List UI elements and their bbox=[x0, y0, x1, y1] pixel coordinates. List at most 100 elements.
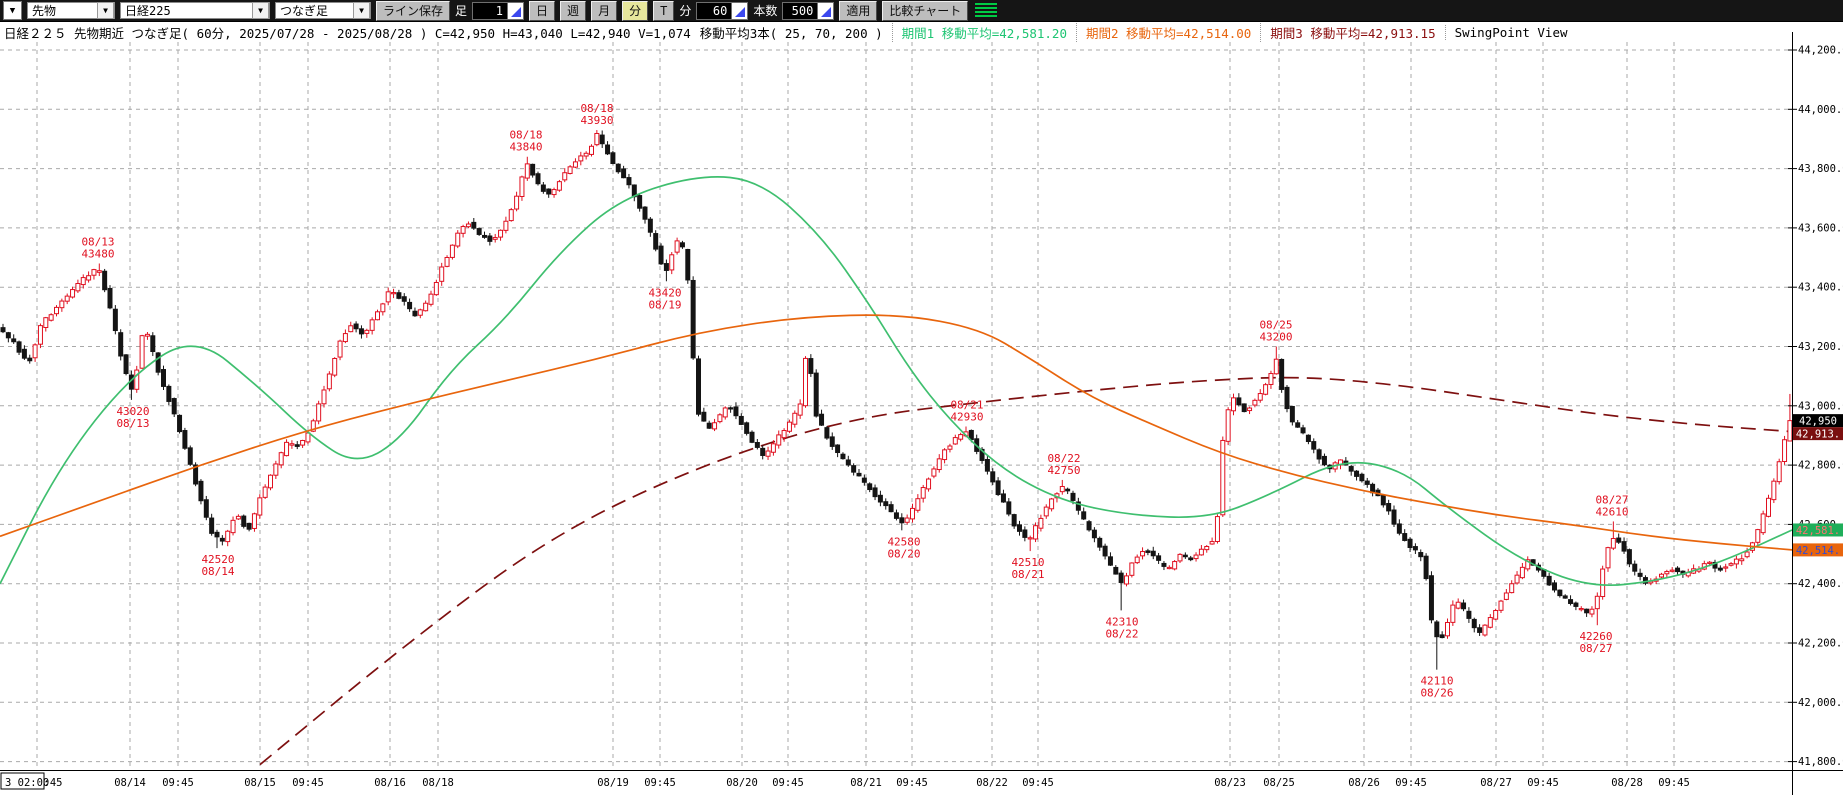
bar-count-spinner-value[interactable]: 500 bbox=[782, 1, 819, 20]
candle bbox=[326, 373, 332, 390]
candle bbox=[1717, 567, 1723, 571]
spinner-triangle-icon[interactable] bbox=[732, 1, 749, 20]
swing-point-label: 43200 bbox=[1259, 331, 1292, 344]
candle bbox=[177, 414, 183, 433]
x-axis-tick-label: 08/15 bbox=[244, 777, 276, 789]
candle bbox=[11, 338, 17, 343]
candle bbox=[284, 441, 290, 457]
chevron-down-icon[interactable]: ▼ bbox=[97, 2, 114, 19]
tick-button[interactable]: T bbox=[653, 0, 675, 21]
candle bbox=[439, 266, 445, 282]
bar-unit-spinner[interactable]: 1 bbox=[472, 1, 525, 20]
weekly-button[interactable]: 週 bbox=[560, 0, 587, 21]
spinner-triangle-icon[interactable] bbox=[508, 1, 525, 20]
candle bbox=[1065, 488, 1071, 492]
candle bbox=[198, 480, 204, 502]
candle bbox=[952, 437, 958, 445]
candle bbox=[1027, 537, 1033, 540]
candle bbox=[150, 335, 156, 353]
x-axis-tick-label: 09:45 bbox=[1658, 777, 1690, 789]
y-axis-labels: 44,200.00 44,000.00 43,800.00 43,600.00 43,4… bbox=[1798, 45, 1843, 769]
candle bbox=[230, 519, 236, 534]
candle bbox=[1038, 517, 1044, 529]
bar-unit-spinner-value[interactable]: 1 bbox=[472, 1, 509, 20]
compare-chart-button[interactable]: 比較チャート bbox=[882, 0, 969, 21]
candle bbox=[1626, 549, 1632, 565]
bar-count-spinner[interactable]: 500 bbox=[782, 1, 835, 20]
swing-annotations: 08/13434804302008/134252008/1408/1843840… bbox=[81, 102, 1628, 700]
candle bbox=[1204, 545, 1210, 551]
monthly-button[interactable]: 月 bbox=[591, 0, 618, 21]
depth-list-icon[interactable] bbox=[975, 2, 998, 19]
candle bbox=[401, 296, 407, 302]
candle bbox=[1589, 608, 1595, 615]
candle bbox=[1739, 558, 1745, 562]
candle bbox=[144, 333, 150, 337]
candle bbox=[396, 292, 402, 299]
chart-type-select[interactable]: つなぎ足 ▼ bbox=[275, 2, 371, 19]
candle bbox=[674, 240, 680, 253]
candle bbox=[1669, 569, 1675, 572]
x-axis-tick-label: 08/20 bbox=[726, 777, 758, 789]
candle bbox=[760, 447, 766, 456]
candle bbox=[1124, 575, 1129, 585]
candle bbox=[503, 220, 509, 231]
candle bbox=[1247, 407, 1253, 412]
candle bbox=[385, 291, 391, 303]
chevron-down-icon[interactable]: ▼ bbox=[252, 2, 269, 19]
candle bbox=[786, 421, 792, 432]
candle bbox=[1177, 553, 1183, 562]
market-select[interactable]: 先物 ▼ bbox=[27, 2, 115, 19]
candle bbox=[840, 453, 846, 460]
candle bbox=[524, 163, 530, 179]
candle bbox=[1059, 486, 1065, 493]
price-badge: 42,950 bbox=[1799, 416, 1837, 428]
candle bbox=[1428, 575, 1434, 621]
candle bbox=[235, 515, 241, 520]
daily-button[interactable]: 日 bbox=[529, 0, 556, 21]
candle bbox=[1156, 555, 1162, 561]
spinner-triangle-icon[interactable] bbox=[818, 1, 835, 20]
candle bbox=[369, 319, 375, 331]
minute-button[interactable]: 分 bbox=[622, 0, 649, 21]
candle bbox=[219, 537, 225, 542]
swing-point-label: 43020 bbox=[116, 405, 149, 418]
line-save-button[interactable]: ライン保存 bbox=[376, 0, 451, 21]
candle bbox=[1445, 621, 1450, 637]
chevron-down-icon[interactable]: ▼ bbox=[353, 2, 370, 19]
symbol-select-value: 日経225 bbox=[125, 4, 171, 18]
candle bbox=[1070, 492, 1076, 501]
candle bbox=[1637, 572, 1643, 577]
candle bbox=[1675, 567, 1681, 573]
candle bbox=[829, 436, 835, 447]
minute-spinner[interactable]: 60 bbox=[696, 1, 749, 20]
candle bbox=[305, 432, 311, 443]
candle bbox=[1482, 624, 1488, 636]
candle bbox=[738, 415, 744, 425]
candle bbox=[1396, 523, 1402, 534]
candle bbox=[1402, 533, 1408, 541]
candle bbox=[979, 448, 985, 461]
symbol-select[interactable]: 日経225 ▼ bbox=[120, 2, 270, 19]
candle bbox=[658, 245, 664, 265]
candle bbox=[685, 248, 691, 281]
candle bbox=[1733, 558, 1739, 565]
candle bbox=[1434, 621, 1440, 638]
swing-point-label: 08/18 bbox=[580, 102, 613, 115]
candle bbox=[1616, 537, 1622, 543]
candle bbox=[781, 430, 787, 439]
candle bbox=[1477, 627, 1483, 633]
candle bbox=[1605, 547, 1611, 569]
candle bbox=[1075, 501, 1081, 511]
minute-spinner-value[interactable]: 60 bbox=[696, 1, 733, 20]
minute-unit-label: 分 bbox=[679, 4, 692, 18]
swing-point-label: 42930 bbox=[950, 411, 983, 424]
panel-dropdown-button[interactable]: ▼ bbox=[3, 1, 22, 20]
candle bbox=[70, 289, 76, 298]
candle bbox=[1771, 480, 1777, 501]
apply-button[interactable]: 適用 bbox=[839, 0, 878, 21]
candle bbox=[1573, 602, 1579, 607]
candle bbox=[300, 439, 306, 446]
